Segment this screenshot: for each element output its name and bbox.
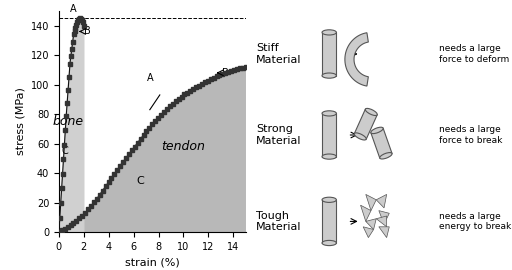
Bar <box>322 32 336 76</box>
Bar <box>371 128 392 158</box>
Ellipse shape <box>322 240 336 246</box>
Text: C: C <box>136 176 144 185</box>
Polygon shape <box>376 194 387 208</box>
Polygon shape <box>379 211 389 224</box>
Text: needs a large
force to deform: needs a large force to deform <box>439 44 509 64</box>
Polygon shape <box>59 67 246 232</box>
Ellipse shape <box>322 111 336 116</box>
Text: B: B <box>84 26 91 36</box>
Bar <box>354 109 377 139</box>
Text: A: A <box>70 4 76 14</box>
Text: Stiff
Material: Stiff Material <box>256 43 302 65</box>
Bar <box>322 200 336 243</box>
Ellipse shape <box>380 153 392 159</box>
Ellipse shape <box>371 127 383 134</box>
Polygon shape <box>345 33 368 86</box>
Polygon shape <box>363 227 374 238</box>
Bar <box>322 113 336 157</box>
Y-axis label: stress (MPa): stress (MPa) <box>15 87 25 156</box>
Text: needs a large
force to break: needs a large force to break <box>439 125 502 145</box>
Polygon shape <box>366 194 376 211</box>
Text: C: C <box>62 146 69 156</box>
Text: Strong
Material: Strong Material <box>256 124 302 146</box>
Text: bone: bone <box>53 115 84 128</box>
Polygon shape <box>360 205 371 221</box>
Text: A: A <box>146 73 153 83</box>
Ellipse shape <box>365 108 377 116</box>
Ellipse shape <box>322 197 336 202</box>
Polygon shape <box>59 18 84 232</box>
Ellipse shape <box>322 154 336 159</box>
Polygon shape <box>366 219 376 230</box>
Ellipse shape <box>322 73 336 78</box>
Polygon shape <box>376 216 387 227</box>
Text: Tough
Material: Tough Material <box>256 211 302 232</box>
X-axis label: strain (%): strain (%) <box>125 258 180 268</box>
Ellipse shape <box>354 133 366 140</box>
Polygon shape <box>379 227 389 238</box>
Text: tendon: tendon <box>161 140 205 153</box>
Text: B: B <box>222 68 229 78</box>
Ellipse shape <box>322 30 336 35</box>
Text: needs a large
energy to break: needs a large energy to break <box>439 212 511 231</box>
